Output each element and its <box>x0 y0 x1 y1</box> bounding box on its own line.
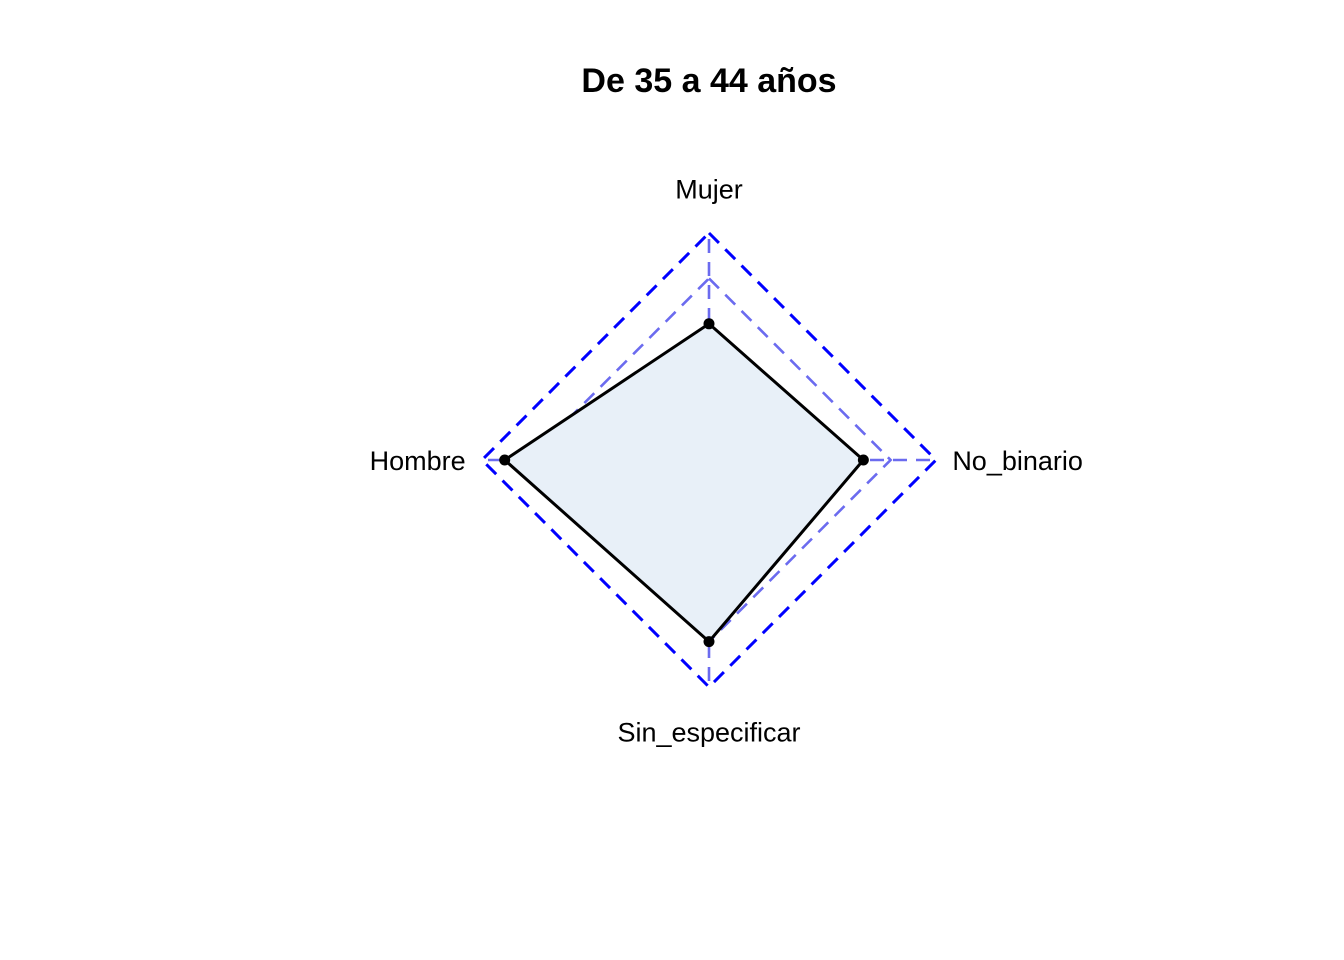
point-sin-especificar <box>703 636 715 648</box>
axis-label-no-binario: No_binario <box>952 446 1083 476</box>
point-mujer <box>703 318 715 330</box>
data-area <box>502 321 866 644</box>
point-hombre <box>499 454 511 466</box>
data-fill <box>504 323 864 642</box>
data-points <box>499 318 869 648</box>
axis-label-hombre: Hombre <box>370 446 466 476</box>
chart-title: De 35 a 44 años <box>581 62 836 100</box>
axis-labels: Mujer No_binario Sin_especificar Hombre <box>370 175 1083 748</box>
point-no-binario <box>857 454 869 466</box>
axis-label-sin-especificar: Sin_especificar <box>617 717 800 747</box>
axis-label-mujer: Mujer <box>675 175 743 205</box>
grid-ring-5 <box>479 230 939 690</box>
